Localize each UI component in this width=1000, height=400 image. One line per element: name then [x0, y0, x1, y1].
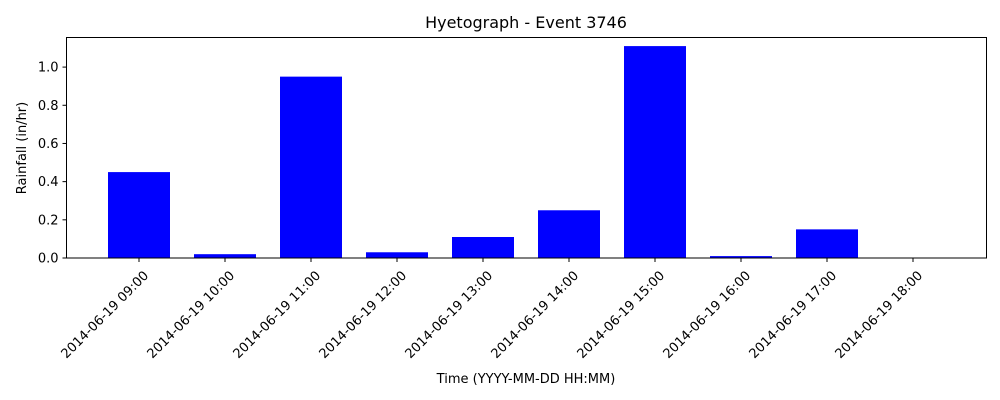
- plot-frame: [66, 37, 987, 259]
- x-tick-label-9: 2014-06-19 18:00: [833, 268, 926, 361]
- y-axis-ticks: 0.0 0.2 0.4 0.6 0.8 1.0: [38, 61, 67, 267]
- y-tick-label-0: 0.0: [38, 252, 59, 267]
- x-tick-label-8: 2014-06-19 17:00: [747, 268, 840, 361]
- y-tick-label-4: 0.8: [38, 99, 59, 114]
- x-tick-label-4: 2014-06-19 13:00: [403, 268, 496, 361]
- x-axis-label: Time (YYYY-MM-DD HH:MM): [436, 372, 616, 387]
- y-tick-label-3: 0.6: [38, 137, 59, 152]
- bar-3: [366, 252, 428, 258]
- bar-1: [194, 254, 256, 258]
- x-tick-label-0: 2014-06-19 09:00: [59, 268, 152, 361]
- x-tick-label-5: 2014-06-19 14:00: [489, 268, 582, 361]
- y-axis-label: Rainfall (in/hr): [15, 102, 30, 194]
- x-tick-label-1: 2014-06-19 10:00: [145, 268, 238, 361]
- bar-8: [796, 229, 858, 258]
- x-tick-label-2: 2014-06-19 11:00: [231, 268, 324, 361]
- bar-0: [108, 172, 170, 258]
- bar-6: [624, 46, 686, 258]
- y-tick-label-2: 0.4: [38, 175, 59, 190]
- bar-5: [538, 210, 600, 258]
- y-tick-label-5: 1.0: [38, 61, 59, 76]
- x-tick-label-7: 2014-06-19 16:00: [661, 268, 754, 361]
- bar-group: [108, 46, 858, 259]
- x-tick-label-6: 2014-06-19 15:00: [575, 268, 668, 361]
- bar-7: [710, 256, 772, 258]
- y-tick-label-1: 0.2: [38, 213, 59, 228]
- bar-4: [452, 237, 514, 258]
- chart-title: Hyetograph - Event 3746: [425, 13, 627, 32]
- bar-2: [280, 76, 342, 259]
- x-tick-label-3: 2014-06-19 12:00: [317, 268, 410, 361]
